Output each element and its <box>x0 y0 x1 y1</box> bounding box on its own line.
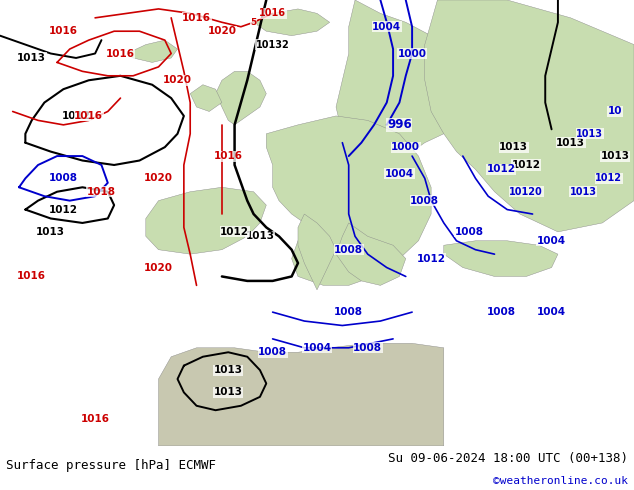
Text: 1013: 1013 <box>576 129 603 139</box>
Text: 1016: 1016 <box>182 13 211 23</box>
Text: 10120: 10120 <box>509 187 543 197</box>
Text: 1008: 1008 <box>49 173 78 183</box>
Text: 1008: 1008 <box>455 227 484 237</box>
Text: 1004: 1004 <box>302 343 332 353</box>
Text: 1012: 1012 <box>61 111 91 121</box>
Text: 1016: 1016 <box>106 49 135 58</box>
Text: 1008: 1008 <box>334 307 363 317</box>
Text: 1008: 1008 <box>486 307 515 317</box>
Text: 1013: 1013 <box>36 227 65 237</box>
Text: 1004: 1004 <box>537 307 566 317</box>
Text: Surface pressure [hPa] ECMWF: Surface pressure [hPa] ECMWF <box>6 459 216 472</box>
Text: 1008: 1008 <box>258 347 287 357</box>
Text: 1004: 1004 <box>372 22 401 32</box>
Text: 1012: 1012 <box>417 254 446 264</box>
Polygon shape <box>216 72 266 125</box>
Text: 1013: 1013 <box>17 53 46 63</box>
Text: 1008: 1008 <box>334 245 363 255</box>
Text: 1020: 1020 <box>207 26 236 36</box>
Text: 1013: 1013 <box>499 142 528 152</box>
Text: 1016: 1016 <box>17 271 46 281</box>
Polygon shape <box>336 0 469 178</box>
Text: 1013: 1013 <box>214 388 243 397</box>
Text: 5: 5 <box>250 18 257 27</box>
Text: 1013: 1013 <box>214 365 243 375</box>
Polygon shape <box>254 9 330 36</box>
Text: 1020: 1020 <box>144 173 173 183</box>
Text: 1020: 1020 <box>163 75 192 85</box>
Text: 1020: 1020 <box>144 263 173 272</box>
Text: 1000: 1000 <box>398 49 427 58</box>
Text: ©weatheronline.co.uk: ©weatheronline.co.uk <box>493 476 628 486</box>
Text: 1013: 1013 <box>556 138 585 147</box>
Polygon shape <box>298 214 336 290</box>
Polygon shape <box>336 223 406 285</box>
Text: 1008: 1008 <box>410 196 439 206</box>
Text: 1004: 1004 <box>385 169 414 179</box>
Text: 1013: 1013 <box>600 151 630 161</box>
Polygon shape <box>190 85 222 112</box>
Text: 1012: 1012 <box>512 160 541 170</box>
Polygon shape <box>127 40 178 62</box>
Polygon shape <box>444 241 558 276</box>
Text: 1016: 1016 <box>81 414 110 424</box>
Text: 1004: 1004 <box>537 236 566 246</box>
Text: 1016: 1016 <box>214 151 243 161</box>
Text: 1016: 1016 <box>74 111 103 121</box>
Text: 1012: 1012 <box>49 204 78 215</box>
Polygon shape <box>158 343 444 446</box>
Text: 1008: 1008 <box>353 343 382 353</box>
Polygon shape <box>146 187 266 254</box>
Text: 1012: 1012 <box>486 165 515 174</box>
Text: 1013: 1013 <box>245 231 275 242</box>
Text: 1016: 1016 <box>49 26 78 36</box>
Text: 1013: 1013 <box>570 187 597 197</box>
Polygon shape <box>425 0 634 232</box>
Text: Su 09-06-2024 18:00 UTC (00+138): Su 09-06-2024 18:00 UTC (00+138) <box>387 452 628 465</box>
Text: 1000: 1000 <box>391 142 420 152</box>
Text: 10132: 10132 <box>256 40 290 49</box>
Text: 1012: 1012 <box>220 227 249 237</box>
Text: 996: 996 <box>387 119 412 131</box>
Text: 1012: 1012 <box>595 173 622 183</box>
Text: 10: 10 <box>608 106 622 117</box>
Polygon shape <box>266 116 431 285</box>
Text: 1018: 1018 <box>87 187 116 197</box>
Text: 1016: 1016 <box>259 8 286 19</box>
